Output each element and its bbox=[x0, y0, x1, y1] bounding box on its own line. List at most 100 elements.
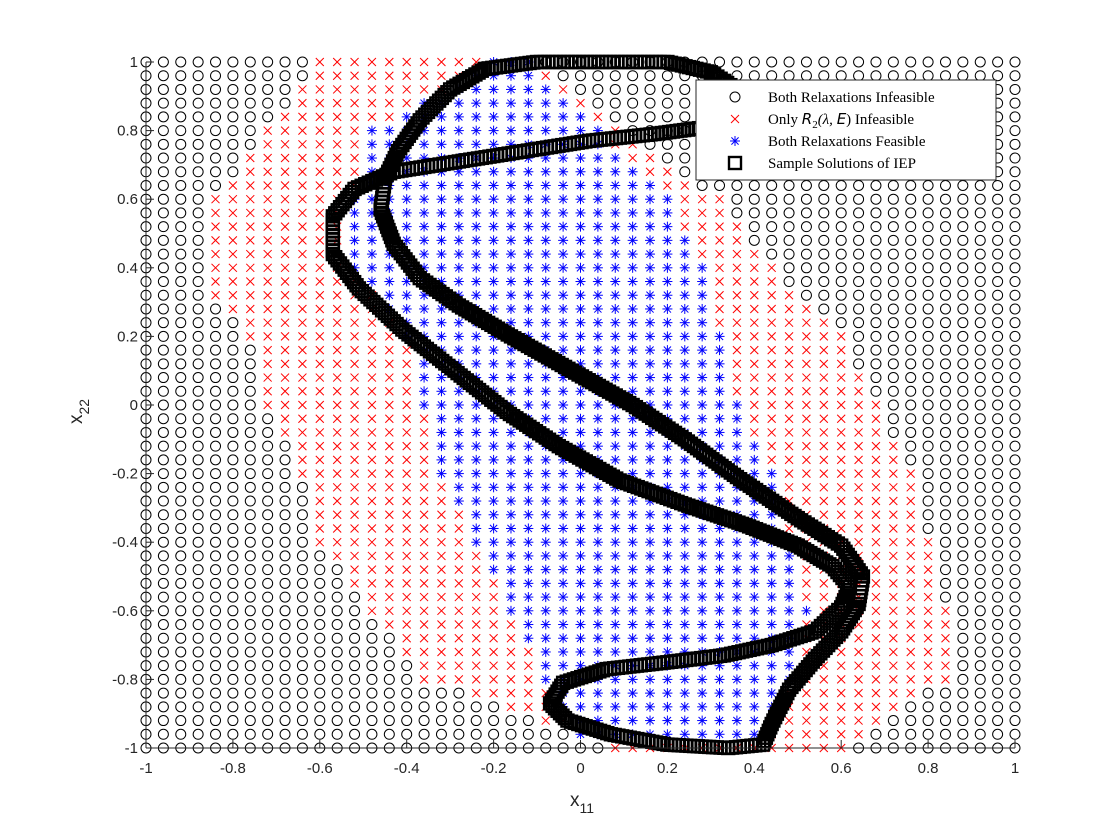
infeasible-circle-marker bbox=[992, 646, 1004, 658]
feasible-asterisk-marker bbox=[645, 633, 656, 644]
feasible-asterisk-marker bbox=[627, 496, 638, 507]
infeasible-circle-marker bbox=[244, 619, 256, 631]
infeasible-circle-marker bbox=[210, 646, 222, 658]
r2-infeasible-x-marker bbox=[367, 579, 377, 588]
feasible-asterisk-marker bbox=[662, 358, 673, 369]
r2-infeasible-x-marker bbox=[437, 565, 446, 574]
infeasible-circle-marker bbox=[557, 728, 569, 740]
infeasible-circle-marker bbox=[905, 701, 917, 713]
infeasible-circle-marker bbox=[262, 632, 274, 644]
feasible-asterisk-marker bbox=[592, 537, 603, 548]
feasible-asterisk-marker bbox=[436, 400, 447, 410]
r2-infeasible-x-marker bbox=[802, 729, 811, 739]
infeasible-circle-marker bbox=[383, 660, 395, 672]
feasible-asterisk-marker bbox=[401, 290, 412, 301]
infeasible-circle-marker bbox=[227, 687, 239, 699]
x-stroke bbox=[384, 606, 394, 616]
asterisk-stroke bbox=[524, 593, 533, 602]
feasible-asterisk-marker bbox=[575, 386, 586, 397]
feasible-asterisk-marker bbox=[505, 454, 516, 465]
r2-infeasible-x-marker bbox=[906, 661, 916, 671]
infeasible-circle-marker bbox=[296, 728, 308, 740]
infeasible-circle-marker bbox=[314, 701, 326, 713]
infeasible-circle-marker bbox=[383, 632, 395, 644]
x-stroke bbox=[854, 633, 863, 643]
infeasible-circle-marker bbox=[366, 715, 378, 727]
feasible-asterisk-marker bbox=[731, 605, 742, 616]
feasible-asterisk-marker bbox=[540, 633, 551, 644]
feasible-asterisk-marker bbox=[558, 331, 569, 342]
feasible-asterisk-marker bbox=[731, 715, 742, 726]
x-stroke bbox=[906, 675, 916, 684]
infeasible-circle-marker bbox=[992, 619, 1004, 631]
infeasible-circle-marker bbox=[227, 715, 239, 727]
x-stroke bbox=[871, 702, 881, 712]
feasible-asterisk-marker bbox=[645, 509, 656, 520]
x-stroke bbox=[906, 606, 916, 616]
asterisk-stroke bbox=[646, 648, 654, 656]
x-stroke bbox=[941, 661, 950, 671]
x-stroke bbox=[489, 620, 498, 629]
infeasible-circle-marker bbox=[418, 701, 430, 713]
asterisk-stroke bbox=[750, 565, 759, 574]
feasible-asterisk-marker bbox=[679, 537, 690, 548]
r2-infeasible-x-marker bbox=[367, 565, 377, 574]
x-stroke bbox=[471, 675, 481, 684]
infeasible-circle-marker bbox=[157, 687, 169, 699]
r2-infeasible-x-marker bbox=[819, 716, 829, 725]
asterisk-stroke bbox=[646, 689, 654, 698]
feasible-asterisk-marker bbox=[697, 331, 708, 342]
x-stroke bbox=[471, 620, 481, 629]
infeasible-circle-marker bbox=[175, 632, 187, 644]
asterisk-stroke bbox=[576, 579, 585, 588]
infeasible-circle-marker bbox=[957, 673, 969, 685]
infeasible-circle-marker bbox=[175, 646, 187, 658]
asterisk-stroke bbox=[628, 689, 637, 698]
x-stroke bbox=[906, 661, 916, 671]
feasible-asterisk-marker bbox=[697, 578, 708, 589]
infeasible-circle-marker bbox=[453, 687, 465, 699]
x-stroke bbox=[854, 688, 863, 698]
infeasible-circle-marker bbox=[279, 591, 291, 603]
feasible-asterisk-marker bbox=[558, 427, 569, 438]
x-stroke bbox=[819, 661, 829, 671]
x-stroke bbox=[923, 647, 933, 657]
x-stroke bbox=[471, 606, 481, 616]
infeasible-circle-marker bbox=[296, 605, 308, 617]
feasible-asterisk-marker bbox=[645, 592, 656, 603]
infeasible-circle-marker bbox=[262, 605, 274, 617]
x-stroke bbox=[802, 647, 811, 657]
r2-infeasible-x-marker bbox=[402, 620, 412, 629]
x-stroke bbox=[819, 592, 829, 602]
x-stroke bbox=[819, 579, 829, 588]
feasible-asterisk-marker bbox=[505, 427, 516, 438]
feasible-asterisk-marker bbox=[575, 523, 586, 534]
infeasible-circle-marker bbox=[974, 632, 986, 644]
x-stroke bbox=[454, 633, 464, 643]
r2-infeasible-x-marker bbox=[802, 688, 811, 698]
feasible-asterisk-marker bbox=[505, 358, 516, 369]
asterisk-stroke bbox=[593, 648, 602, 656]
r2-infeasible-x-marker bbox=[471, 579, 481, 588]
asterisk-stroke bbox=[732, 634, 741, 643]
feasible-asterisk-marker bbox=[523, 317, 534, 328]
asterisk-stroke bbox=[646, 675, 654, 684]
r2-infeasible-x-marker bbox=[854, 716, 863, 725]
asterisk-stroke bbox=[663, 634, 672, 643]
asterisk-stroke bbox=[663, 579, 672, 588]
infeasible-circle-marker bbox=[262, 619, 274, 631]
feasible-asterisk-marker bbox=[540, 646, 551, 657]
infeasible-circle-marker bbox=[157, 591, 169, 603]
x-stroke bbox=[489, 579, 498, 588]
x-stroke bbox=[437, 565, 446, 574]
infeasible-circle-marker bbox=[296, 687, 308, 699]
feasible-asterisk-marker bbox=[453, 345, 464, 356]
feasible-asterisk-marker bbox=[610, 537, 621, 548]
infeasible-circle-marker bbox=[505, 715, 517, 727]
infeasible-circle-marker bbox=[279, 646, 291, 658]
feasible-asterisk-marker bbox=[610, 619, 621, 630]
r2-infeasible-x-marker bbox=[923, 579, 933, 588]
x-stroke bbox=[854, 729, 863, 739]
infeasible-circle-marker bbox=[157, 577, 169, 589]
